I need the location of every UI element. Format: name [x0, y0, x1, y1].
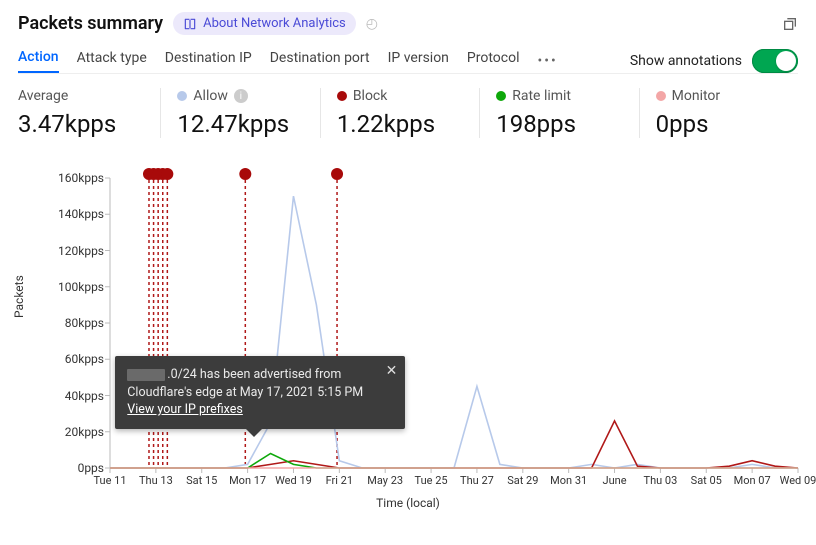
stat-value: 12.47kpps	[177, 110, 303, 138]
stat-value: 0pps	[656, 110, 782, 138]
legend-dot	[177, 91, 187, 101]
tooltip-close-icon[interactable]: ✕	[386, 362, 398, 382]
stat-label: Average	[18, 88, 68, 104]
annotation-dot[interactable]	[331, 168, 343, 180]
stat-allow: Allowi 12.47kpps	[160, 88, 319, 138]
loading-spinner-icon: ◴	[366, 16, 378, 32]
annotation-dot[interactable]	[239, 168, 251, 180]
tab-destination-ip[interactable]: Destination IP	[165, 50, 252, 72]
stat-label: Monitor	[672, 88, 721, 104]
tab-action[interactable]: Action	[18, 49, 59, 73]
stat-label: Block	[353, 88, 388, 104]
info-icon[interactable]: i	[234, 89, 248, 103]
about-link[interactable]: About Network Analytics	[173, 12, 356, 35]
popout-icon[interactable]	[782, 16, 798, 32]
redacted-ip	[127, 369, 165, 381]
tooltip-link[interactable]: View your IP prefixes	[127, 402, 243, 417]
stat-value: 1.22kpps	[337, 110, 463, 138]
chart-svg	[18, 168, 806, 476]
annotations-label: Show annotations	[630, 53, 742, 69]
tab-protocol[interactable]: Protocol	[467, 50, 520, 72]
about-link-label: About Network Analytics	[203, 16, 346, 31]
stat-rate-limit: Rate limit 198pps	[479, 88, 638, 138]
legend-dot	[496, 91, 506, 101]
legend-dot	[656, 91, 666, 101]
page-title: Packets summary	[18, 13, 163, 34]
stat-average: Average 3.47kpps	[18, 88, 160, 138]
tab-attack-type[interactable]: Attack type	[77, 50, 147, 72]
stat-label: Allow	[193, 88, 227, 104]
tab-ip-version[interactable]: IP version	[388, 50, 449, 72]
tab-destination-port[interactable]: Destination port	[270, 50, 370, 72]
stat-value: 3.47kpps	[18, 110, 144, 138]
tabs-more[interactable]: •••	[538, 53, 558, 69]
tooltip-text: .0/24 has been advertised from Cloudflar…	[127, 366, 375, 401]
stat-value: 198pps	[496, 110, 622, 138]
stat-monitor: Monitor 0pps	[639, 88, 798, 138]
x-axis-label: Time (local)	[376, 496, 440, 510]
stat-label: Rate limit	[512, 88, 571, 104]
stat-block: Block 1.22kpps	[320, 88, 479, 138]
legend-dot	[337, 91, 347, 101]
book-icon	[183, 17, 197, 31]
annotations-toggle[interactable]	[752, 49, 798, 73]
annotation-dot[interactable]	[161, 168, 173, 180]
annotation-tooltip: ✕ .0/24 has been advertised from Cloudfla…	[115, 356, 405, 429]
